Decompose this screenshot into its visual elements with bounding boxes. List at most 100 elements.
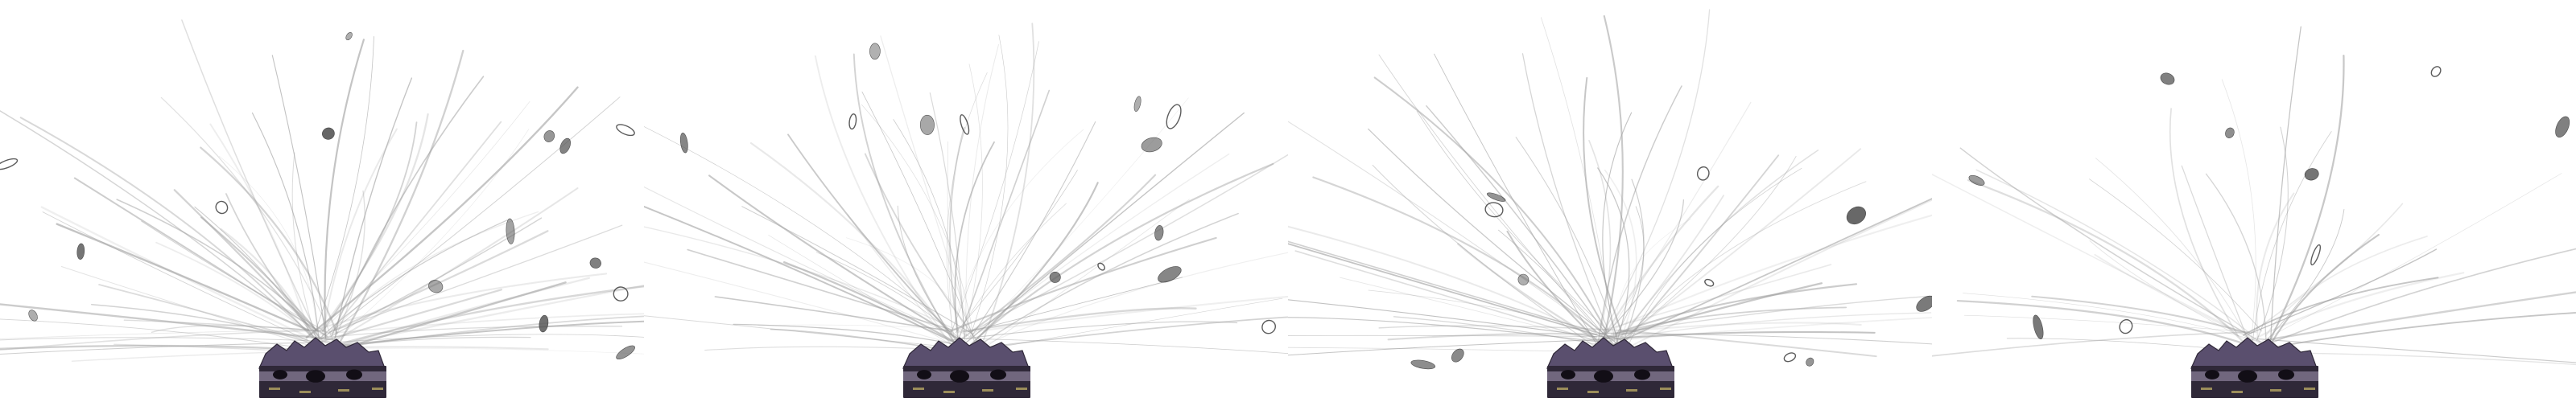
debris-fragment-icon <box>613 286 629 302</box>
spark-streak <box>334 77 413 338</box>
spark-streak <box>1596 101 1752 353</box>
debris-fragment-icon <box>919 114 935 135</box>
spark-streak <box>2248 248 2438 335</box>
spark-streak <box>324 211 539 343</box>
spark-streak <box>976 162 1274 339</box>
spark-streak <box>978 295 1288 332</box>
base-glint <box>2270 389 2281 392</box>
debris-fragment-icon <box>2160 72 2175 85</box>
spark-streak <box>2255 173 2562 345</box>
spark-streak <box>155 241 325 347</box>
spark-streak <box>1498 229 1605 335</box>
debris-fragment-icon <box>869 43 881 60</box>
base-glint <box>943 391 955 393</box>
spark-streak <box>1962 293 2264 344</box>
debris-fragment-icon <box>28 310 38 322</box>
spark-streak <box>314 284 644 351</box>
spark-streak <box>271 55 327 339</box>
base-hole <box>990 369 1006 380</box>
debris-fragment-icon <box>345 32 353 40</box>
spark-streak <box>1288 243 1611 339</box>
spark-streak <box>123 319 310 330</box>
spark-streak <box>1620 181 1867 345</box>
base-hole <box>917 370 931 379</box>
debris-fragment-icon <box>1261 319 1277 334</box>
spark-streak <box>2181 165 2252 351</box>
spark-streak <box>91 303 319 347</box>
spark-streak <box>644 261 952 344</box>
spark-streak <box>1614 206 1645 338</box>
spark-streak <box>2252 131 2332 343</box>
spark-streak <box>1368 128 1620 346</box>
spark-streak <box>782 260 976 355</box>
spark-streak <box>954 153 1230 350</box>
spark-streak <box>852 53 955 343</box>
spark-streak <box>305 86 579 338</box>
spark-streak <box>0 110 330 351</box>
base-glint <box>372 388 383 390</box>
base-glint <box>982 389 993 392</box>
spark-streak <box>1601 317 1932 343</box>
base-glint <box>2231 391 2243 393</box>
spark-streak <box>1372 164 1596 347</box>
spark-streak <box>0 342 328 355</box>
spark-streak <box>310 289 503 346</box>
debris-fragment-icon <box>1166 104 1182 129</box>
base-hole <box>2278 369 2294 380</box>
spark-streak <box>954 141 995 353</box>
debris-fragment-icon <box>2225 127 2235 138</box>
spark-streak <box>2221 79 2256 347</box>
spark-streak <box>968 212 1239 354</box>
spark-streak <box>2241 272 2465 347</box>
spark-streak <box>952 174 1157 347</box>
spark-streak <box>328 190 365 351</box>
spark-streak <box>1588 139 1612 331</box>
debris-fragment-icon <box>1154 225 1164 241</box>
spark-streak <box>1604 169 1637 341</box>
spark-streak <box>1594 9 1711 349</box>
debris-fragment-icon <box>1696 166 1710 181</box>
spark-streak <box>200 216 319 333</box>
spark-streak <box>314 273 608 331</box>
frame-canvas <box>644 23 1288 398</box>
spark-streak <box>770 328 962 353</box>
spark-streak <box>1600 198 1932 351</box>
spark-streak <box>1932 331 2250 357</box>
spark-streak <box>1416 110 1608 331</box>
debris-fragment-icon <box>428 280 444 293</box>
base-hole <box>346 369 362 380</box>
spark-streak <box>2264 236 2428 337</box>
base-hole <box>950 370 969 383</box>
spark-streak <box>963 316 1288 351</box>
spark-streak <box>741 206 974 334</box>
base-glint <box>2304 388 2315 390</box>
spark-streak <box>1610 295 1932 334</box>
spark-streak <box>1378 325 1620 331</box>
spark-streak <box>758 324 977 332</box>
spark-streak <box>1613 195 1724 346</box>
spark-streak <box>1956 299 2258 349</box>
base-glint <box>1626 389 1637 392</box>
spark-streak <box>324 129 530 351</box>
spark-streak <box>708 174 964 343</box>
spark-streak <box>1959 147 2261 343</box>
spark-streak <box>1378 54 1600 332</box>
spark-streak <box>291 152 316 338</box>
debris-fragment-icon <box>0 158 19 170</box>
spark-streak <box>1288 121 1626 354</box>
spark-streak <box>2266 291 2576 341</box>
debris-fragment-icon <box>322 127 335 140</box>
spark-streak <box>2265 54 2345 349</box>
debris-fragment-icon <box>1704 278 1715 287</box>
spark-streak <box>73 177 328 338</box>
spark-streak <box>0 303 339 342</box>
spark-streak <box>956 338 1288 354</box>
debris-fragment-icon <box>1968 174 1985 186</box>
spark-streak <box>318 313 644 335</box>
spark-streak <box>200 146 338 334</box>
spark-streak <box>1515 137 1618 338</box>
spark-streak <box>946 72 988 338</box>
spark-streak <box>333 230 549 331</box>
spark-streak <box>173 189 323 340</box>
spark-streak <box>1619 199 1932 353</box>
